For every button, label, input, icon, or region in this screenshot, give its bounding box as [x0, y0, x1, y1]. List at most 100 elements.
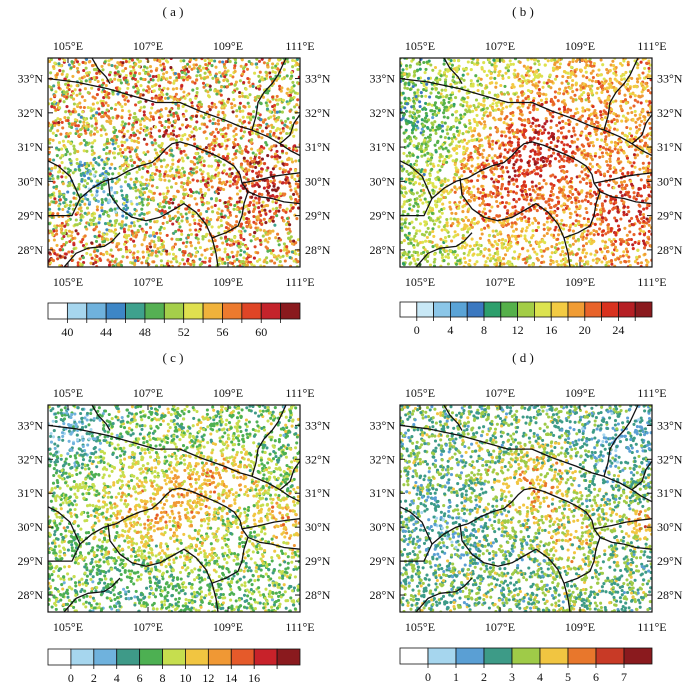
station-point — [56, 129, 59, 132]
station-point — [113, 224, 116, 227]
station-point — [246, 68, 249, 71]
station-point — [59, 133, 62, 136]
station-point — [448, 97, 451, 100]
station-point — [66, 190, 69, 193]
station-point — [447, 253, 450, 256]
station-point — [249, 118, 252, 121]
station-point — [258, 126, 261, 129]
station-point — [519, 84, 522, 87]
station-point — [572, 230, 575, 233]
station-point — [96, 190, 99, 193]
station-point — [193, 156, 196, 159]
station-point — [154, 126, 157, 129]
station-point — [463, 252, 466, 255]
station-point — [162, 72, 165, 75]
station-point — [645, 100, 648, 103]
station-point — [276, 103, 279, 106]
station-point — [623, 260, 626, 263]
station-point — [162, 62, 165, 65]
station-point — [195, 74, 198, 77]
station-point — [252, 215, 255, 218]
station-point — [253, 257, 256, 260]
station-point — [70, 234, 73, 237]
station-point — [163, 68, 166, 71]
station-point — [131, 164, 134, 167]
station-point — [638, 124, 641, 127]
station-point — [129, 65, 132, 68]
station-point — [195, 166, 198, 169]
station-point — [149, 178, 152, 181]
station-point — [250, 263, 253, 266]
station-point — [167, 97, 170, 100]
station-point — [252, 110, 255, 113]
station-point — [144, 116, 147, 119]
station-point — [123, 169, 126, 172]
station-point — [143, 65, 146, 68]
station-point — [431, 126, 434, 129]
station-point — [207, 172, 210, 175]
station-point — [108, 230, 111, 233]
station-point — [433, 258, 436, 261]
station-point — [141, 243, 144, 246]
station-point — [243, 176, 246, 179]
station-point — [84, 212, 87, 215]
station-point — [62, 196, 65, 199]
station-point — [73, 148, 76, 151]
station-point — [200, 115, 203, 118]
station-point — [208, 223, 211, 226]
station-point — [53, 124, 56, 127]
station-point — [217, 207, 220, 210]
station-point — [496, 247, 499, 250]
station-point — [178, 248, 181, 251]
station-point — [114, 103, 117, 106]
station-point — [160, 108, 163, 111]
station-point — [533, 199, 536, 202]
station-point — [224, 262, 227, 265]
station-point — [515, 178, 518, 181]
station-point — [244, 170, 247, 173]
station-point — [129, 113, 132, 116]
station-point — [215, 90, 218, 93]
station-point — [79, 161, 82, 164]
station-point — [476, 179, 479, 182]
station-point — [180, 233, 183, 236]
station-point — [459, 103, 462, 106]
station-point — [185, 241, 188, 244]
station-point — [280, 137, 283, 140]
station-point — [554, 96, 557, 99]
station-point — [175, 87, 178, 90]
station-point — [220, 94, 223, 97]
station-point — [149, 226, 152, 229]
station-point — [235, 109, 238, 112]
colorbar-box — [67, 303, 86, 319]
station-point — [52, 84, 55, 87]
station-point — [217, 159, 220, 162]
station-point — [181, 167, 184, 170]
station-point — [237, 242, 240, 245]
station-point — [274, 236, 277, 239]
station-point — [137, 91, 140, 94]
station-point — [129, 178, 132, 181]
station-point — [60, 228, 63, 231]
station-point — [172, 138, 175, 141]
station-point — [626, 171, 629, 174]
station-point — [97, 221, 100, 224]
station-point — [232, 146, 235, 149]
station-point — [248, 60, 251, 63]
station-point — [285, 223, 288, 226]
station-point — [145, 187, 148, 190]
station-point — [212, 148, 215, 151]
station-point — [107, 158, 110, 161]
station-point — [62, 70, 65, 73]
station-point — [120, 141, 123, 144]
station-point — [466, 142, 469, 145]
station-point — [229, 175, 232, 178]
station-point — [620, 78, 623, 81]
station-point — [564, 122, 567, 125]
station-point — [87, 212, 90, 215]
station-point — [135, 153, 138, 156]
station-point — [139, 193, 142, 196]
station-point — [498, 147, 501, 150]
station-point — [220, 102, 223, 105]
